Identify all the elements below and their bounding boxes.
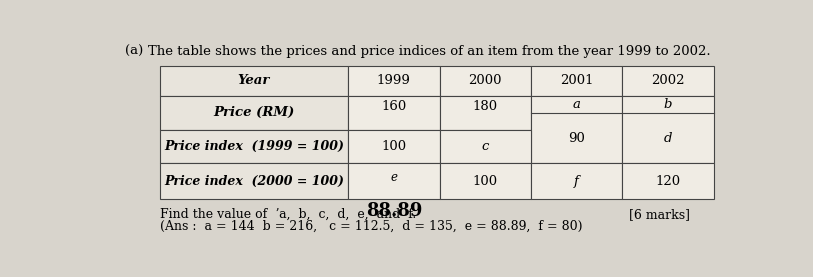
Text: [6 marks]: [6 marks]: [628, 208, 689, 221]
Text: f: f: [574, 175, 579, 188]
Bar: [159, 66, 348, 96]
Bar: [531, 66, 623, 96]
Text: a: a: [573, 98, 580, 111]
Text: 100: 100: [381, 140, 406, 153]
Bar: [348, 96, 440, 130]
Bar: [623, 96, 714, 163]
Text: 90: 90: [568, 132, 585, 145]
Bar: [623, 66, 714, 96]
Bar: [159, 130, 348, 163]
Text: 88.89: 88.89: [366, 202, 422, 220]
Bar: [159, 96, 348, 130]
Text: b: b: [664, 98, 672, 111]
Text: Price index  (2000 = 100): Price index (2000 = 100): [164, 175, 344, 188]
Bar: [348, 130, 440, 163]
Bar: [623, 163, 714, 199]
Bar: [440, 66, 531, 96]
Text: e: e: [390, 171, 398, 184]
Text: 1999: 1999: [377, 74, 411, 87]
Bar: [440, 130, 531, 163]
Text: (a): (a): [125, 45, 143, 58]
Text: Price index  (1999 = 100): Price index (1999 = 100): [164, 140, 344, 153]
Text: Find the value of  ʼa,  b,  c,  d,  e,  and  f.: Find the value of ʼa, b, c, d, e, and f.: [159, 208, 416, 221]
Bar: [531, 163, 623, 199]
Bar: [348, 66, 440, 96]
Text: (Ans :  a = 144  b = 216,   c = 112.5,  d = 135,  e = 88.89,  f = 80): (Ans : a = 144 b = 216, c = 112.5, d = 1…: [159, 220, 582, 233]
Text: 180: 180: [472, 100, 498, 113]
Text: The table shows the prices and price indices of an item from the year 1999 to 20: The table shows the prices and price ind…: [148, 45, 711, 58]
Bar: [159, 163, 348, 199]
Text: Year: Year: [237, 74, 270, 87]
Text: 2001: 2001: [560, 74, 593, 87]
Text: 120: 120: [655, 175, 680, 188]
Bar: [440, 163, 531, 199]
Bar: [531, 96, 623, 163]
Text: d: d: [664, 132, 672, 145]
Bar: [440, 96, 531, 130]
Text: c: c: [481, 140, 489, 153]
Text: 160: 160: [381, 100, 406, 113]
Text: 2002: 2002: [651, 74, 685, 87]
Text: 100: 100: [472, 175, 498, 188]
Bar: [348, 163, 440, 199]
Text: Price (RM): Price (RM): [213, 106, 294, 119]
Text: 2000: 2000: [468, 74, 502, 87]
